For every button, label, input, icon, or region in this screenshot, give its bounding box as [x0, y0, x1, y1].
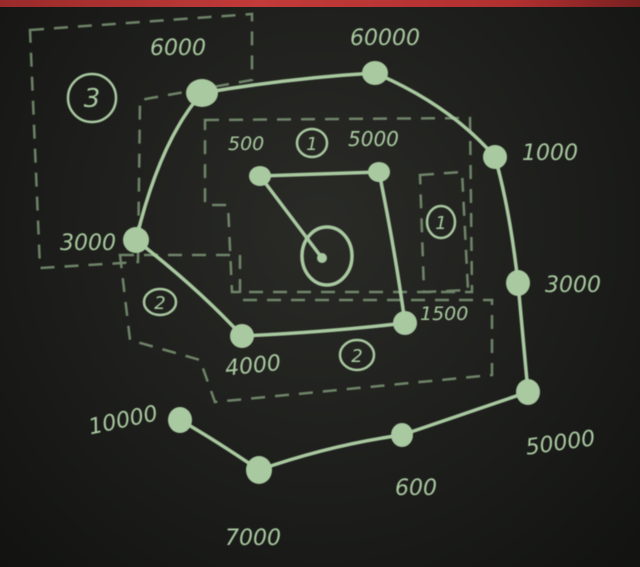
edge-600-7000: [257, 433, 404, 472]
center-node: [317, 253, 327, 263]
node-5000-label: 5000: [348, 127, 399, 151]
node-4000-dot: [230, 324, 254, 348]
region-2-left-label: 2: [154, 293, 165, 314]
region-3-label: 3: [84, 84, 101, 114]
center-node-ring: [300, 225, 354, 287]
node-60000-label: 60000: [350, 26, 420, 51]
node-500-label: 500: [228, 133, 264, 155]
node-5000-dot: [368, 162, 390, 182]
region-1-right-ring: [425, 204, 457, 240]
node-7000-dot: [246, 456, 272, 484]
node-3000-right-dot: [506, 270, 530, 296]
edge-3000-left-4000: [134, 238, 244, 338]
node-6000-dot: [186, 79, 218, 107]
node-10000-dot: [168, 407, 192, 433]
edge-50000-600: [400, 390, 530, 437]
edge-6000-3000-left: [134, 91, 204, 242]
node-10000-label: 10000: [86, 401, 160, 440]
region-2-bottom-label: 2: [351, 346, 362, 367]
edge-3000-right-50000: [516, 281, 530, 394]
node-500-dot: [249, 166, 271, 186]
region-2-left-ring: [142, 287, 178, 317]
node-50000-dot: [516, 379, 540, 405]
node-1000-dot: [483, 145, 507, 169]
region-1-right-label: 1: [435, 213, 446, 234]
node-600-label: 600: [395, 476, 437, 501]
edge-60000-6000: [200, 71, 377, 95]
node-4000-label: 4000: [224, 351, 282, 382]
node-60000-dot: [362, 61, 388, 85]
edge-4000-1500: [240, 321, 407, 338]
edge-1500-5000: [377, 170, 407, 325]
cluster-box-2: [118, 253, 494, 404]
cluster-box-1-right: [418, 170, 470, 294]
edge-1000-3000-right: [493, 155, 520, 285]
node-600-dot: [391, 423, 413, 447]
node-3000-left-label: 3000: [60, 231, 116, 256]
edge-500-center: [258, 174, 324, 260]
top-red-strip: [0, 0, 640, 7]
cluster-box-3: [28, 12, 254, 270]
node-6000-label: 6000: [150, 36, 206, 61]
edge-60000-1000: [373, 71, 497, 159]
region-3-ring: [66, 72, 118, 124]
region-1-top-label: 1: [306, 134, 317, 155]
node-1500-label: 1500: [420, 303, 468, 325]
node-50000-label: 50000: [524, 426, 597, 460]
cluster-box-1-inner: [203, 116, 474, 294]
region-2-bottom-ring: [338, 338, 376, 372]
edge-5000-500: [258, 170, 381, 178]
edge-7000-10000: [178, 418, 261, 472]
node-7000-label: 7000: [225, 526, 281, 551]
node-1000-label: 1000: [522, 141, 578, 166]
node-3000-left-dot: [123, 227, 149, 253]
node-1500-dot: [393, 311, 417, 335]
region-1-top-ring: [295, 127, 329, 159]
node-3000-right-label: 3000: [545, 273, 601, 298]
